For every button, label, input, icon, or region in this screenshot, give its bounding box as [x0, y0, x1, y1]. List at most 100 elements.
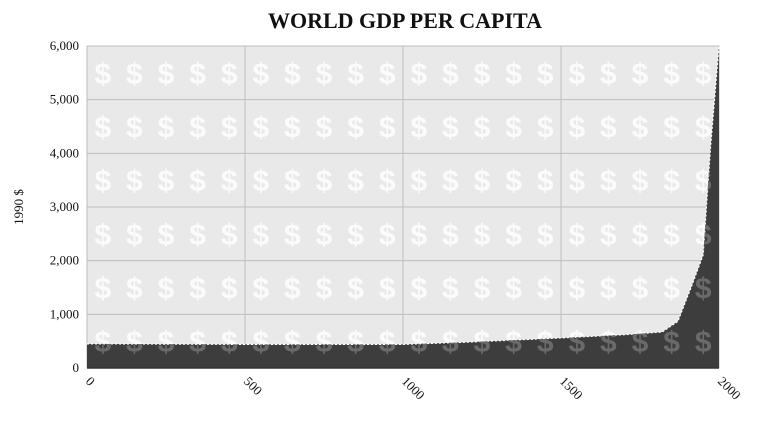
- dollar-pattern-glyph: $: [316, 112, 333, 145]
- dollar-pattern-glyph: $: [316, 165, 333, 198]
- dollar-pattern-glyph: $: [410, 58, 427, 91]
- dollar-pattern-glyph: $: [284, 58, 301, 91]
- dollar-pattern-glyph: $: [316, 219, 333, 252]
- dollar-pattern-glyph: $: [537, 58, 554, 91]
- dollar-pattern-glyph: $: [505, 273, 522, 306]
- dollar-pattern-glyph: $: [568, 58, 585, 91]
- dollar-pattern-glyph: $: [221, 273, 238, 306]
- dollar-pattern-glyph: $: [379, 58, 396, 91]
- dollar-pattern-glyph: $: [474, 112, 491, 145]
- dollar-pattern-glyph: $: [695, 58, 712, 91]
- dollar-pattern-glyph: $: [695, 112, 712, 145]
- y-tick-label: 1,000: [50, 306, 79, 321]
- dollar-pattern-glyph: $: [474, 219, 491, 252]
- dollar-pattern-glyph: $: [600, 112, 617, 145]
- dollar-pattern-glyph: $: [347, 165, 364, 198]
- dollar-pattern-glyph: $: [663, 112, 680, 145]
- dollar-pattern-glyph: $: [252, 219, 269, 252]
- dollar-pattern-glyph: $: [158, 58, 175, 91]
- dollar-pattern-glyph: $: [126, 273, 143, 306]
- dollar-pattern-glyph: $: [347, 219, 364, 252]
- dollar-pattern-glyph: $: [410, 112, 427, 145]
- dollar-pattern-glyph: $: [126, 112, 143, 145]
- dollar-pattern-glyph: $: [474, 58, 491, 91]
- y-tick-label: 4,000: [50, 145, 79, 160]
- dollar-pattern-glyph: $: [474, 165, 491, 198]
- dollar-pattern-glyph: $: [347, 58, 364, 91]
- x-axis-ticks: 0 500 1000 1500 2000: [83, 374, 744, 403]
- dollar-pattern-glyph: $: [347, 112, 364, 145]
- dollar-pattern-glyph: $: [410, 165, 427, 198]
- dollar-pattern-glyph: $: [189, 273, 206, 306]
- dollar-pattern-glyph: $: [632, 219, 649, 252]
- dollar-pattern-glyph: $: [252, 165, 269, 198]
- dollar-pattern-glyph: $: [252, 112, 269, 145]
- x-tick-label: 0: [83, 374, 98, 389]
- dollar-pattern-glyph-dark: $: [663, 326, 680, 359]
- dollar-pattern-glyph: $: [537, 273, 554, 306]
- dollar-pattern-glyph-dark: $: [695, 326, 712, 359]
- area-series: [86, 45, 720, 368]
- dollar-pattern-glyph: $: [284, 273, 301, 306]
- dollar-pattern-glyph: $: [442, 165, 459, 198]
- dollar-pattern-glyph: $: [442, 58, 459, 91]
- x-tick-label: 500: [241, 374, 265, 398]
- dollar-pattern-glyph: $: [442, 112, 459, 145]
- dollar-pattern-glyph: $: [632, 58, 649, 91]
- y-axis-label: 1990 $: [11, 189, 26, 225]
- y-axis-ticks: 0 1,000 2,000 3,000 4,000 5,000 6,000: [50, 38, 79, 375]
- dollar-pattern-glyph: $: [568, 219, 585, 252]
- dollar-pattern-glyph: $: [379, 165, 396, 198]
- dollar-pattern-glyph: $: [537, 112, 554, 145]
- dollar-pattern-glyph: $: [158, 112, 175, 145]
- dollar-pattern-glyph: $: [442, 273, 459, 306]
- dollar-pattern-glyph: $: [221, 58, 238, 91]
- dollar-pattern-glyph: $: [379, 219, 396, 252]
- dollar-pattern-glyph: $: [600, 219, 617, 252]
- chart-title: WORLD GDP PER CAPITA: [268, 8, 542, 33]
- dollar-pattern-glyph: $: [505, 165, 522, 198]
- dollar-pattern-glyph: $: [505, 112, 522, 145]
- dollar-pattern-glyph: $: [158, 165, 175, 198]
- dollar-pattern-glyph: $: [695, 165, 712, 198]
- dollar-pattern-glyph: $: [189, 219, 206, 252]
- x-tick-label: 2000: [715, 374, 744, 403]
- dollar-pattern-glyph: $: [537, 219, 554, 252]
- area-fill: [87, 46, 719, 368]
- dollar-pattern-glyph: $: [568, 165, 585, 198]
- dollar-pattern-glyph: $: [252, 273, 269, 306]
- dollar-pattern-glyph-dark: $: [632, 326, 649, 359]
- dollar-pattern-glyph: $: [221, 165, 238, 198]
- dollar-pattern-glyph: $: [284, 112, 301, 145]
- dollar-pattern-glyph: $: [663, 219, 680, 252]
- y-tick-label: 3,000: [50, 199, 79, 214]
- dollar-pattern-glyph: $: [252, 58, 269, 91]
- dollar-pattern-glyph: $: [600, 165, 617, 198]
- area-outline: [86, 45, 720, 345]
- dollar-pattern-glyph: $: [600, 58, 617, 91]
- y-tick-label: 6,000: [50, 38, 79, 53]
- dollar-pattern-glyph: $: [663, 273, 680, 306]
- dollar-pattern-glyph: $: [505, 58, 522, 91]
- dollar-pattern-glyph: $: [284, 165, 301, 198]
- x-tick-label: 1000: [399, 374, 428, 403]
- dollar-pattern-glyph: $: [379, 112, 396, 145]
- dollar-pattern-glyph: $: [94, 112, 111, 145]
- dollar-pattern-glyph: $: [663, 58, 680, 91]
- dollar-pattern-glyph: $: [189, 112, 206, 145]
- dollar-pattern-glyph: $: [316, 273, 333, 306]
- dollar-pattern-glyph: $: [632, 112, 649, 145]
- dollar-pattern-glyph: $: [410, 219, 427, 252]
- dollar-pattern-glyph: $: [189, 165, 206, 198]
- dollar-pattern-glyph: $: [94, 273, 111, 306]
- dollar-pattern-glyph: $: [158, 219, 175, 252]
- dollar-pattern-glyph: $: [126, 219, 143, 252]
- dollar-pattern-glyph: $: [410, 273, 427, 306]
- dollar-pattern-glyph: $: [537, 165, 554, 198]
- dollar-pattern-glyph: $: [632, 165, 649, 198]
- dollar-pattern-glyph: $: [568, 273, 585, 306]
- dollar-pattern-glyph: $: [158, 273, 175, 306]
- dollar-pattern-glyph: $: [632, 273, 649, 306]
